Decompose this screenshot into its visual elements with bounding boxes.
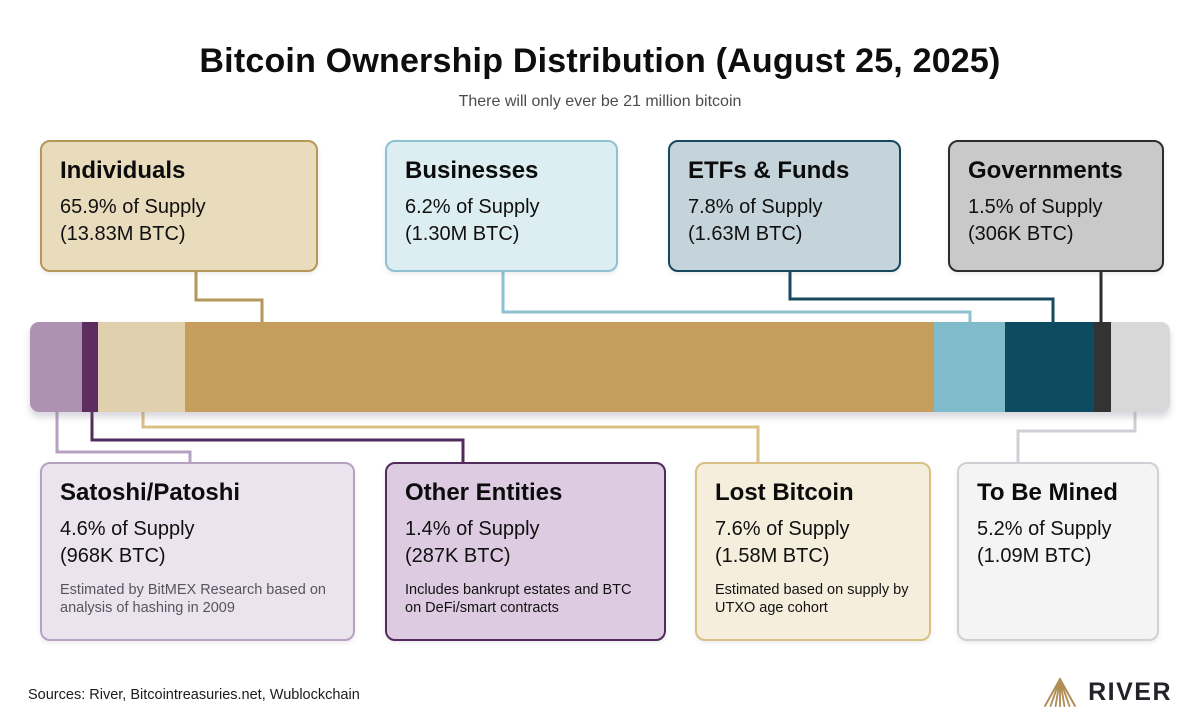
- card-percent: 7.6% of Supply: [715, 518, 850, 540]
- card-amount: (1.30M BTC): [405, 222, 520, 245]
- supply-stacked-bar: [30, 322, 1170, 412]
- card-percent: 5.2% of Supply: [977, 518, 1112, 540]
- card-amount: (13.83M BTC): [60, 222, 186, 245]
- page-subtitle: There will only ever be 21 million bitco…: [458, 93, 742, 110]
- connector-other-entities: [90, 406, 465, 466]
- card-title: Businesses: [405, 157, 539, 184]
- bar-segment-lost-bitcoin: [98, 322, 185, 412]
- card-amount: (1.58M BTC): [715, 544, 830, 567]
- card-title: ETFs & Funds: [688, 157, 850, 184]
- page-title: Bitcoin Ownership Distribution (August 2…: [199, 42, 1001, 80]
- card-title: Governments: [968, 157, 1123, 184]
- bar-segment-etfs-funds: [1005, 322, 1094, 412]
- bar-segment-to-be-mined: [1110, 322, 1170, 412]
- bar-segment-satoshi-patoshi: [30, 322, 83, 412]
- card-title: Individuals: [60, 157, 186, 184]
- card-etfs-funds: ETFs & Funds 7.8% of Supply (1.63M BTC): [668, 140, 901, 272]
- card-title: Lost Bitcoin: [715, 479, 854, 506]
- card-businesses: Businesses 6.2% of Supply (1.30M BTC): [385, 140, 618, 272]
- card-amount: (306K BTC): [968, 222, 1074, 245]
- card-satoshi-patoshi: Satoshi/Patoshi 4.6% of Supply (968K BTC…: [40, 462, 355, 641]
- river-brand: RIVER: [1042, 677, 1172, 708]
- card-percent: 4.6% of Supply: [60, 518, 195, 540]
- card-governments: Governments 1.5% of Supply (306K BTC): [948, 140, 1164, 272]
- brand-wordmark: RIVER: [1088, 678, 1172, 706]
- card-individuals: Individuals 65.9% of Supply (13.83M BTC): [40, 140, 318, 272]
- card-note: Estimated by BitMEX Research based on an…: [60, 581, 326, 617]
- bar-segment-other-entities: [82, 322, 99, 412]
- card-lost-bitcoin: Lost Bitcoin 7.6% of Supply (1.58M BTC) …: [695, 462, 931, 641]
- sources-text: Sources: River, Bitcointreasuries.net, W…: [28, 687, 360, 703]
- card-note: Estimated based on supply by UTXO age co…: [715, 581, 909, 617]
- connector-to-be-mined: [1016, 406, 1137, 466]
- card-title: Satoshi/Patoshi: [60, 479, 241, 506]
- card-percent: 65.9% of Supply: [60, 196, 206, 218]
- connector-businesses: [501, 270, 972, 328]
- connector-individuals: [194, 270, 264, 328]
- bar-segment-businesses: [934, 322, 1006, 412]
- connector-satoshi-patoshi: [55, 406, 192, 466]
- bar-segment-individuals: [184, 322, 935, 412]
- card-to-be-mined: To Be Mined 5.2% of Supply (1.09M BTC): [957, 462, 1159, 641]
- bar-segment-governments: [1093, 322, 1111, 412]
- card-title: Other Entities: [405, 479, 563, 506]
- card-amount: (287K BTC): [405, 544, 511, 567]
- card-note: Includes bankrupt estates and BTC on DeF…: [405, 581, 632, 617]
- connector-lost-bitcoin: [141, 406, 760, 466]
- river-mountain-icon: [1044, 678, 1077, 707]
- card-amount: (1.09M BTC): [977, 544, 1092, 567]
- card-percent: 6.2% of Supply: [405, 196, 540, 218]
- connector-etfs-funds: [788, 270, 1055, 328]
- card-amount: (968K BTC): [60, 544, 166, 567]
- card-amount: (1.63M BTC): [688, 222, 803, 245]
- card-percent: 1.5% of Supply: [968, 196, 1103, 218]
- card-percent: 7.8% of Supply: [688, 196, 823, 218]
- card-other-entities: Other Entities 1.4% of Supply (287K BTC)…: [385, 462, 666, 641]
- card-title: To Be Mined: [977, 479, 1118, 506]
- card-percent: 1.4% of Supply: [405, 518, 540, 540]
